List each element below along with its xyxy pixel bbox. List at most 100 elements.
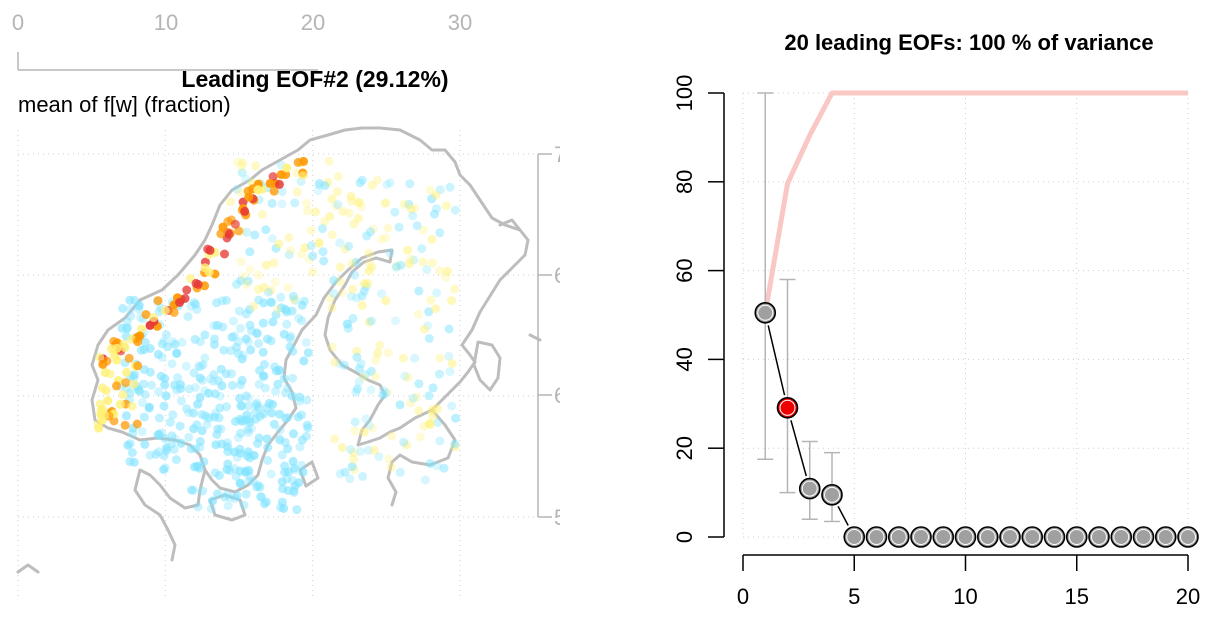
station-dot xyxy=(314,239,324,248)
station-dot xyxy=(182,404,192,414)
eof-point-ring xyxy=(868,529,885,545)
station-dot xyxy=(399,199,409,209)
station-dot xyxy=(195,362,205,372)
station-dot xyxy=(268,400,277,409)
station-dot xyxy=(237,354,247,364)
station-dot xyxy=(133,337,143,347)
station-dot xyxy=(306,241,316,251)
station-dot xyxy=(212,298,221,308)
station-dot xyxy=(223,442,232,452)
eof-point-ring xyxy=(824,486,840,503)
station-dot xyxy=(444,351,454,361)
station-dot xyxy=(277,477,287,487)
station-dot xyxy=(215,403,225,413)
station-dot xyxy=(298,171,308,181)
station-dot xyxy=(384,454,394,464)
station-dot xyxy=(231,472,241,481)
station-dot xyxy=(335,238,345,248)
station-dot xyxy=(276,303,286,313)
eof-point-ring xyxy=(1157,529,1174,545)
station-dot xyxy=(253,285,263,294)
station-dot xyxy=(157,428,167,438)
station-dot xyxy=(319,256,329,266)
station-dot xyxy=(351,258,361,267)
station-dot xyxy=(325,293,335,303)
station-dot xyxy=(391,262,401,272)
station-dot xyxy=(450,205,460,215)
station-dot xyxy=(288,291,298,301)
station-dot xyxy=(380,198,390,208)
station-dot xyxy=(435,266,444,276)
station-dot xyxy=(385,178,395,188)
station-dot xyxy=(277,199,287,209)
station-dot xyxy=(214,470,224,480)
station-dot xyxy=(424,334,434,343)
station-dot xyxy=(169,307,179,317)
eof-y-tick-label: 100 xyxy=(672,75,697,112)
station-dot xyxy=(184,384,194,394)
station-dot xyxy=(204,388,214,398)
station-dot xyxy=(251,161,261,171)
station-dot xyxy=(408,211,418,221)
station-dot xyxy=(432,288,442,298)
station-dot xyxy=(243,424,253,434)
station-dot xyxy=(171,455,181,465)
station-dot xyxy=(435,369,444,379)
station-dot xyxy=(340,467,350,477)
station-dot xyxy=(184,408,194,418)
station-dot xyxy=(235,414,245,424)
station-dot xyxy=(405,179,415,189)
station-dot xyxy=(200,353,210,363)
station-dot xyxy=(220,249,229,259)
station-dot xyxy=(100,410,110,420)
station-dot xyxy=(425,185,435,195)
station-dot xyxy=(206,374,215,384)
station-dot xyxy=(406,398,415,408)
station-dot xyxy=(311,207,320,217)
station-dot xyxy=(353,213,363,223)
station-dot xyxy=(289,486,299,496)
station-dot xyxy=(127,448,137,458)
station-dot xyxy=(425,459,435,469)
station-dot xyxy=(243,465,253,475)
station-dot xyxy=(444,324,454,334)
station-dot xyxy=(220,492,230,502)
station-dot xyxy=(442,266,452,276)
station-dot xyxy=(167,359,177,369)
station-dot xyxy=(139,412,149,422)
station-dot xyxy=(358,372,368,382)
station-dot xyxy=(198,360,208,370)
station-dot xyxy=(418,225,428,235)
eof-point-ring xyxy=(779,399,796,416)
station-dot xyxy=(349,448,359,458)
station-dot xyxy=(140,440,150,449)
station-dot xyxy=(327,194,337,204)
station-dot xyxy=(412,392,422,402)
station-dot xyxy=(192,461,202,471)
station-dot xyxy=(303,423,313,433)
station-dot xyxy=(408,393,418,403)
map-title: Leading EOF#2 (29.12%) xyxy=(181,66,448,92)
station-dot xyxy=(172,349,181,358)
station-dot xyxy=(422,265,432,274)
eof-connector xyxy=(767,325,786,396)
station-dot xyxy=(244,337,253,347)
eof-point-ring xyxy=(1046,529,1063,545)
station-dot xyxy=(371,355,381,365)
station-dot xyxy=(292,505,302,515)
station-dot xyxy=(139,379,149,389)
station-dot xyxy=(364,317,374,327)
station-dot xyxy=(346,445,355,454)
station-dot xyxy=(333,200,343,210)
station-dot xyxy=(254,379,264,389)
station-dot xyxy=(210,412,219,422)
eof-point-ring xyxy=(957,529,974,545)
station-dot xyxy=(275,409,285,419)
station-dot xyxy=(232,491,242,501)
station-dot xyxy=(271,310,281,320)
station-dot xyxy=(445,367,455,377)
station-dot xyxy=(95,399,105,409)
station-dot xyxy=(289,294,299,304)
station-dot xyxy=(302,395,312,405)
station-dot xyxy=(427,234,437,244)
